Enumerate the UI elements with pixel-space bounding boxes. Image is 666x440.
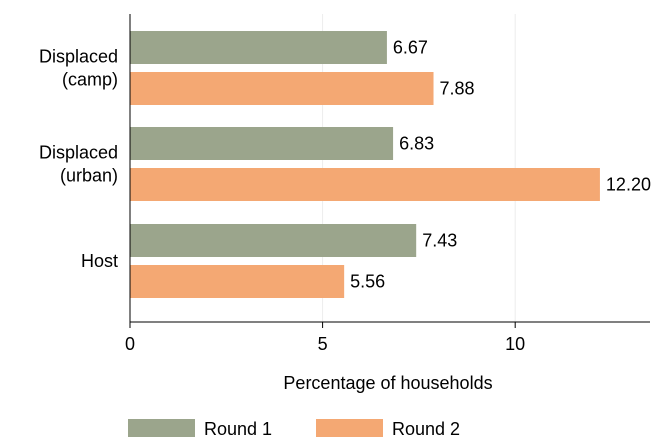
x-tick-label-1: 5 (318, 334, 328, 354)
category-labels-group: Displaced (camp) Displaced (urban) Host (39, 47, 118, 272)
legend-swatch-2 (316, 419, 383, 437)
category-label-2: Displaced (urban) (39, 143, 118, 186)
bar-2-series-1 (130, 127, 394, 160)
legend-swatch-1 (128, 419, 195, 437)
bar-1-series-1 (130, 31, 387, 64)
axes-group (129, 14, 650, 323)
data-label-2-series-1: 6.83 (399, 134, 434, 154)
legend-label-1: Round 1 (204, 419, 272, 439)
category-label-3: Host (81, 251, 118, 271)
x-axis-title: Percentage of households (283, 373, 492, 393)
data-label-3-series-2: 5.56 (350, 272, 385, 292)
category-label-1: Displaced (camp) (39, 47, 118, 90)
data-label-1-series-2: 7.88 (440, 79, 475, 99)
x-ticks-group: 0 5 10 (125, 322, 525, 354)
bar-2-series-2 (130, 168, 600, 201)
bar-3-series-2 (130, 265, 345, 298)
bar-1-series-2 (130, 72, 434, 105)
data-labels-group: 6.67 7.88 6.83 12.20 7.43 5.56 (350, 38, 651, 292)
data-label-2-series-2: 12.20 (606, 175, 651, 195)
bar-3-series-1 (130, 224, 417, 257)
bars-group (130, 31, 600, 298)
legend-label-2: Round 2 (392, 419, 460, 439)
x-tick-label-0: 0 (125, 334, 135, 354)
x-tick-label-2: 10 (505, 334, 525, 354)
legend: Round 1 Round 2 (128, 419, 460, 439)
data-label-3-series-1: 7.43 (422, 231, 457, 251)
data-label-1-series-1: 6.67 (393, 38, 428, 58)
